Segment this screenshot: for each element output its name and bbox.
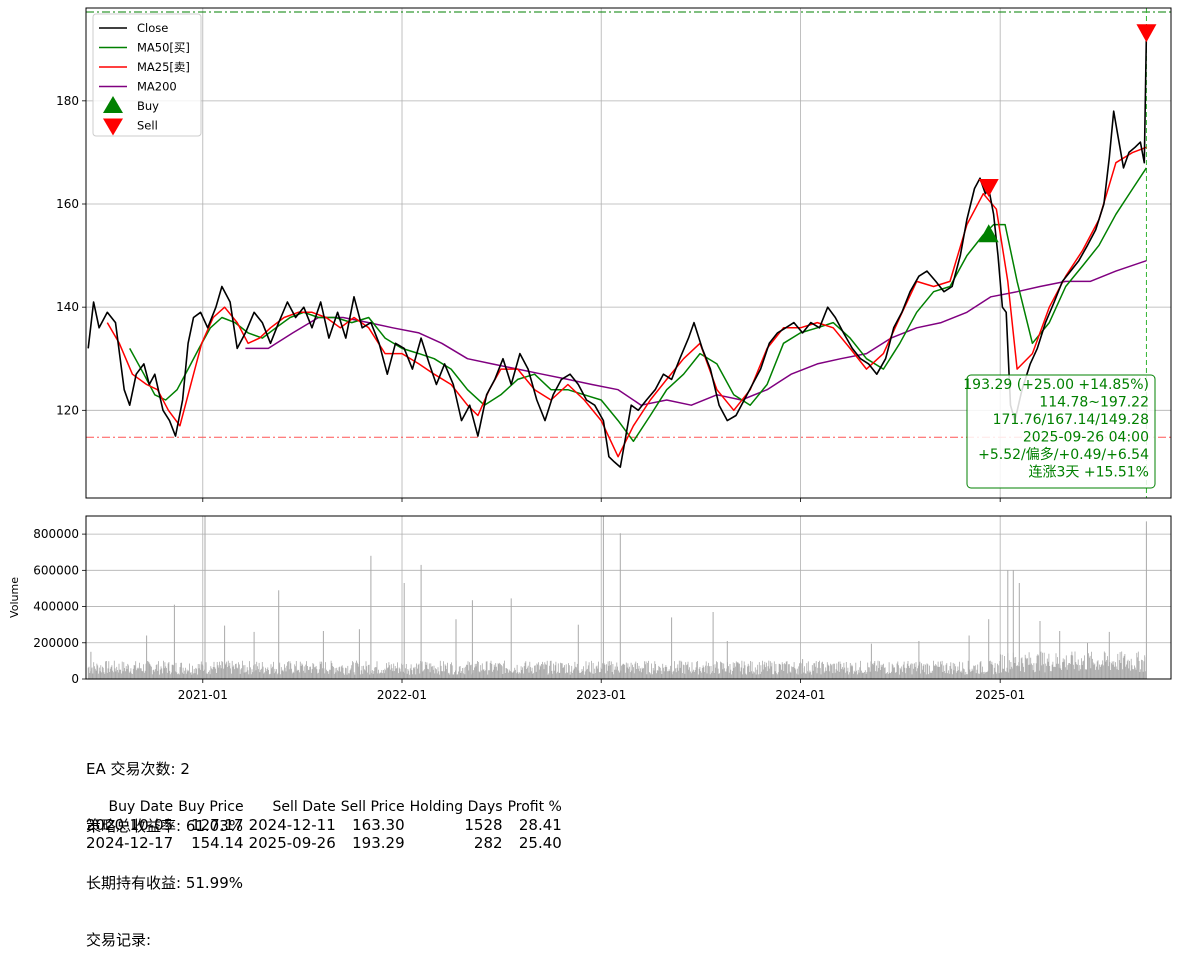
buy-price: 154.14	[191, 834, 244, 852]
legend: Close MA50[买] MA25[卖] MA200 Buy Sell	[92, 13, 202, 137]
sell-marker	[978, 178, 999, 197]
legend-buy-swatch	[103, 96, 123, 113]
price-tick-label: 160	[56, 197, 79, 211]
annotation-line: 2025-09-26 04:00	[1023, 430, 1149, 446]
legend-label: MA200	[137, 80, 177, 94]
buy-date: 2024-12-17	[86, 834, 174, 852]
trade-table: Buy Date Buy Price Sell Date Sell Price …	[86, 798, 567, 852]
volume-tick-label-y: 400000	[33, 600, 79, 614]
buy-marker	[978, 224, 999, 243]
price-frame	[85, 7, 1172, 499]
holding-days: 1528	[464, 816, 503, 834]
volume-panel: 2021-01 2022-01 2023-01 2024-01 2025-01 0 2000…	[8, 515, 1172, 702]
volume-axis-label: Volume	[8, 577, 21, 618]
annotation-line: 连涨3天 +15.51%	[1029, 465, 1149, 481]
profit: 28.41	[518, 816, 562, 834]
legend-label: Close	[137, 21, 168, 35]
annotation-line: 171.76/167.14/149.28	[993, 412, 1149, 428]
sell-price: 193.29	[352, 834, 405, 852]
table-row: 2024-12-17 154.14 2025-09-26 193.29 282 …	[86, 834, 567, 852]
volume-tick-label-y: 0	[71, 672, 79, 686]
volume-tick-label-x: 2021-01	[178, 688, 228, 702]
price-panel: 120 140 160 180 193.29 (+25.00 +14.85%) 114.7…	[56, 7, 1172, 502]
volume-tick-label-y: 800000	[33, 527, 79, 541]
series-line-ma25	[106, 146, 1147, 458]
legend-label: Sell	[137, 119, 158, 133]
volume-frame	[85, 515, 1172, 680]
hold-return: 长期持有收益: 51.99%	[86, 874, 244, 892]
legend-label: MA50[买]	[137, 41, 190, 55]
volume-tick-label-x: 2023-01	[576, 688, 626, 702]
holding-days: 282	[473, 834, 503, 852]
volume-tick-label-x: 2022-01	[377, 688, 427, 702]
price-tick-label: 180	[56, 94, 79, 108]
annotation-line: 193.29 (+25.00 +14.85%)	[963, 377, 1149, 393]
records-label: 交易记录:	[86, 931, 152, 949]
annotation-line: 114.78~197.22	[1039, 395, 1149, 411]
strategy-return: 策略总收益率: 61.03%	[86, 817, 244, 835]
legend-sell-swatch	[103, 118, 123, 136]
sell-price: 163.30	[352, 816, 405, 834]
sell-marker	[1136, 24, 1157, 43]
series-line-close	[87, 33, 1148, 468]
legend-box	[92, 13, 202, 137]
col-holding-days: Holding Days	[409, 799, 503, 815]
volume-tick-label-x: 2025-01	[975, 688, 1025, 702]
legend-label: MA25[卖]	[137, 60, 190, 74]
col-buy-date: Buy Date	[108, 799, 174, 815]
sell-date: 2024-12-11	[248, 816, 336, 834]
table-row: 2020-10-05 127.17 2024-12-11 163.30 1528…	[86, 816, 567, 834]
profit: 25.40	[518, 834, 562, 852]
summary-title: EA 交易次数: 2	[86, 760, 190, 778]
volume-tick-label-y: 200000	[33, 636, 79, 650]
volume-tick-label-y: 600000	[33, 563, 79, 577]
stock-chart: 120 140 160 180 193.29 (+25.00 +14.85%) 114.7…	[8, 7, 1172, 702]
annotation-line: +5.52/偏多/+0.49/+6.54	[978, 446, 1149, 463]
sell-date: 2025-09-26	[248, 834, 336, 852]
trade-table-header: Buy Date Buy Price Sell Date Sell Price …	[86, 798, 567, 816]
buy-date: 2020-10-05	[86, 816, 174, 834]
legend-label: Buy	[137, 99, 159, 113]
col-sell-date: Sell Date	[272, 799, 336, 815]
buy-price: 127.17	[191, 816, 244, 834]
volume-tick-label-x: 2024-01	[775, 688, 825, 702]
col-buy-price: Buy Price	[178, 799, 244, 815]
price-annotation-box	[966, 374, 1156, 489]
col-sell-price: Sell Price	[340, 799, 405, 815]
series-line-ma200	[245, 259, 1147, 406]
col-profit: Profit %	[507, 799, 562, 815]
price-tick-label: 140	[56, 300, 79, 314]
price-tick-label: 120	[56, 403, 79, 417]
